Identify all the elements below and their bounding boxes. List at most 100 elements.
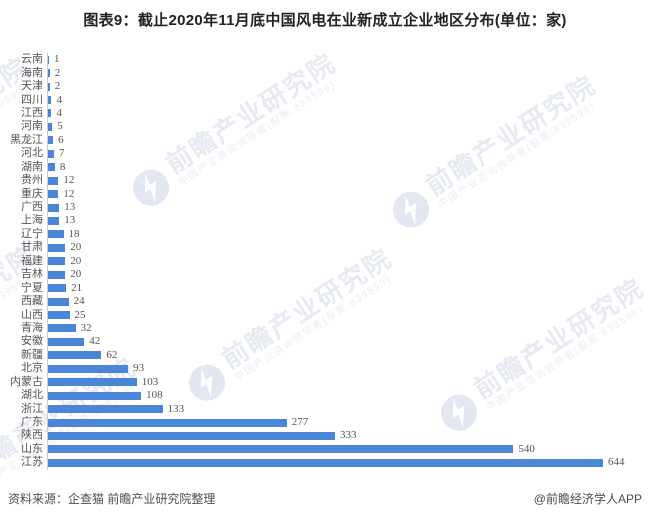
bar (48, 216, 60, 225)
value-label: 277 (291, 416, 309, 429)
bar (48, 163, 55, 172)
value-label: 12 (63, 187, 75, 200)
category-label: 广东 (21, 416, 43, 429)
bar-track: 21 (47, 281, 644, 295)
bar-row: 宁夏 21 (0, 281, 644, 295)
bar-row: 福建 20 (0, 254, 644, 268)
bar-track: 133 (47, 402, 644, 416)
value-label: 4 (56, 93, 62, 106)
category-label: 青海 (21, 321, 43, 334)
brand-watermark: 前瞻产业研究院中国产业咨询领导者(股票:839599) (385, 69, 608, 235)
bar-track: 2 (47, 66, 644, 80)
bar-track: 20 (47, 254, 644, 268)
category-label: 安徽 (21, 335, 43, 348)
bar (48, 311, 70, 320)
bar-row: 海南 2 (0, 66, 644, 80)
bar (48, 203, 60, 212)
bar (48, 297, 69, 306)
value-label: 24 (73, 295, 85, 308)
qianzhan-logo-icon (392, 191, 429, 228)
bar-row: 天津 2 (0, 79, 644, 94)
category-label: 山东 (21, 442, 43, 455)
value-label: 32 (80, 321, 92, 334)
value-label: 2 (54, 66, 61, 79)
category-label: 云南 (21, 53, 43, 66)
bar (48, 418, 287, 427)
bar (48, 405, 163, 414)
bar-row: 山西 25 (0, 308, 644, 322)
bar-plot: 云南 1 海南 2 天津 2 四川 4 江西 4 河南 5 黑龙江 6 河北 7 湖南 8 贵州 12 重庆 12 广西 13… (0, 53, 644, 470)
category-label: 湖南 (21, 160, 43, 173)
value-label: 20 (70, 268, 82, 281)
value-label: 133 (167, 402, 185, 415)
bar (48, 445, 514, 454)
bar-track: 42 (47, 335, 644, 349)
bar (48, 243, 66, 252)
category-label: 内蒙古 (10, 375, 43, 388)
category-label: 浙江 (21, 402, 43, 415)
category-label: 黑龙江 (10, 133, 43, 146)
bar-track: 62 (47, 348, 644, 363)
qianzhan-logo-icon (188, 364, 225, 401)
category-label: 江苏 (21, 456, 43, 469)
category-label: 天津 (21, 80, 43, 93)
bar-track: 108 (47, 388, 644, 403)
bar-row: 吉林 20 (0, 268, 644, 282)
bar-row: 江苏 644 (0, 456, 644, 470)
bar-track: 12 (47, 173, 644, 188)
qianzhan-logo-icon (440, 394, 477, 431)
bar-track: 540 (47, 442, 644, 457)
value-label: 12 (63, 174, 75, 187)
value-label: 20 (70, 241, 82, 254)
value-label: 25 (74, 308, 86, 321)
bar (48, 391, 142, 400)
value-label: 2 (54, 80, 61, 93)
bar-row: 浙江 133 (0, 402, 644, 416)
bar-row: 广东 277 (0, 415, 644, 430)
value-label: 8 (59, 160, 66, 173)
bar-row: 青海 32 (0, 321, 644, 336)
category-label: 吉林 (21, 268, 43, 281)
value-label: 18 (68, 227, 80, 240)
bar-row: 北京 93 (0, 362, 644, 376)
bar (48, 458, 603, 467)
bar (48, 378, 137, 387)
bar-track: 13 (47, 200, 644, 215)
bar (48, 149, 55, 158)
category-label: 江西 (21, 106, 43, 119)
bar-row: 河北 7 (0, 147, 644, 161)
category-label: 上海 (21, 214, 43, 227)
category-label: 重庆 (21, 187, 43, 200)
value-label: 4 (56, 106, 62, 119)
category-label: 广西 (21, 201, 43, 214)
bar-row: 江西 4 (0, 106, 644, 121)
bar (48, 176, 59, 185)
bar-row: 内蒙古 103 (0, 375, 644, 389)
category-label: 甘肃 (21, 241, 43, 254)
bar (48, 284, 67, 293)
qianzhan-logo-icon (132, 169, 169, 206)
category-label: 西藏 (21, 295, 43, 308)
bar-row: 辽宁 18 (0, 227, 644, 242)
bar-track: 8 (47, 160, 644, 174)
bar (48, 364, 129, 373)
value-label: 20 (70, 254, 82, 267)
bar (48, 82, 50, 91)
bar-track: 20 (47, 241, 644, 255)
category-label: 新疆 (21, 348, 43, 361)
category-label: 海南 (21, 66, 43, 79)
category-label: 河南 (21, 120, 43, 133)
value-label: 108 (146, 389, 163, 402)
value-label: 62 (106, 348, 118, 361)
brand-watermark: 前瞻产业研究院中国产业咨询领导者(股票:839599) (181, 242, 404, 408)
bar-row: 上海 13 (0, 214, 644, 228)
bar-row: 西藏 24 (0, 294, 644, 309)
bar (48, 337, 85, 346)
value-label: 1 (54, 53, 60, 66)
bar-track: 12 (47, 187, 644, 201)
bar (48, 431, 335, 440)
value-label: 540 (518, 442, 535, 455)
bar (48, 190, 59, 199)
footer: 资料来源：企查猫 前瞻产业研究院整理 @前瞻经济学人APP (8, 490, 642, 507)
